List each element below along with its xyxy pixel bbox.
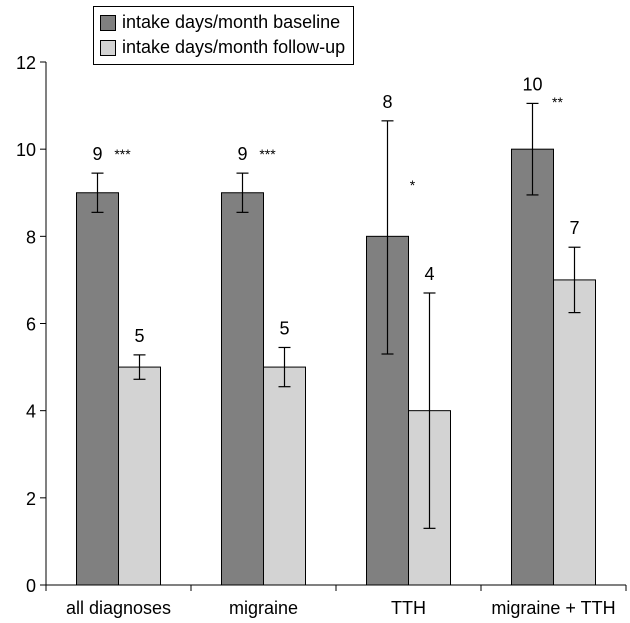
x-tick-label: all diagnoses bbox=[66, 598, 171, 618]
bar-baseline bbox=[76, 192, 119, 586]
y-tick-label: 10 bbox=[16, 140, 36, 160]
legend-item-baseline: intake days/month baseline bbox=[100, 10, 345, 35]
significance-marker: *** bbox=[259, 146, 276, 162]
y-tick-label: 12 bbox=[16, 53, 36, 73]
data-label: 9 bbox=[92, 144, 102, 164]
x-tick-label: migraine + TTH bbox=[491, 598, 615, 618]
bar-follow-up bbox=[118, 366, 161, 586]
significance-marker: *** bbox=[114, 146, 131, 162]
data-label: 5 bbox=[279, 318, 289, 338]
data-label: 7 bbox=[569, 218, 579, 238]
y-tick-label: 4 bbox=[26, 402, 36, 422]
legend-label-baseline: intake days/month baseline bbox=[122, 12, 341, 32]
bar-baseline bbox=[221, 192, 264, 586]
data-label: 4 bbox=[424, 264, 434, 284]
x-tick-label: migraine bbox=[229, 598, 298, 618]
y-tick-label: 6 bbox=[26, 315, 36, 335]
legend: intake days/month baseline intake days/m… bbox=[93, 6, 355, 65]
legend-label-follow-up: intake days/month follow-up bbox=[122, 37, 346, 57]
data-label: 10 bbox=[522, 74, 542, 94]
legend-swatch-baseline bbox=[100, 14, 116, 31]
bar-follow-up bbox=[263, 366, 306, 586]
y-tick-label: 8 bbox=[26, 227, 36, 247]
y-tick-label: 0 bbox=[26, 576, 36, 596]
bar-baseline bbox=[511, 148, 554, 586]
legend-item-follow-up: intake days/month follow-up bbox=[100, 35, 345, 60]
data-label: 9 bbox=[237, 144, 247, 164]
significance-marker: * bbox=[410, 177, 416, 193]
x-tick-label: TTH bbox=[391, 598, 426, 618]
significance-marker: ** bbox=[552, 94, 563, 110]
data-label: 8 bbox=[382, 92, 392, 112]
legend-swatch-follow-up bbox=[100, 39, 116, 56]
data-label: 5 bbox=[134, 326, 144, 346]
bar-follow-up bbox=[553, 279, 596, 586]
plot-area: 0 2 4 6 8 10 12 all diagnoses migraine TTH migrain… bbox=[16, 53, 627, 618]
y-tick-label: 2 bbox=[26, 489, 36, 509]
